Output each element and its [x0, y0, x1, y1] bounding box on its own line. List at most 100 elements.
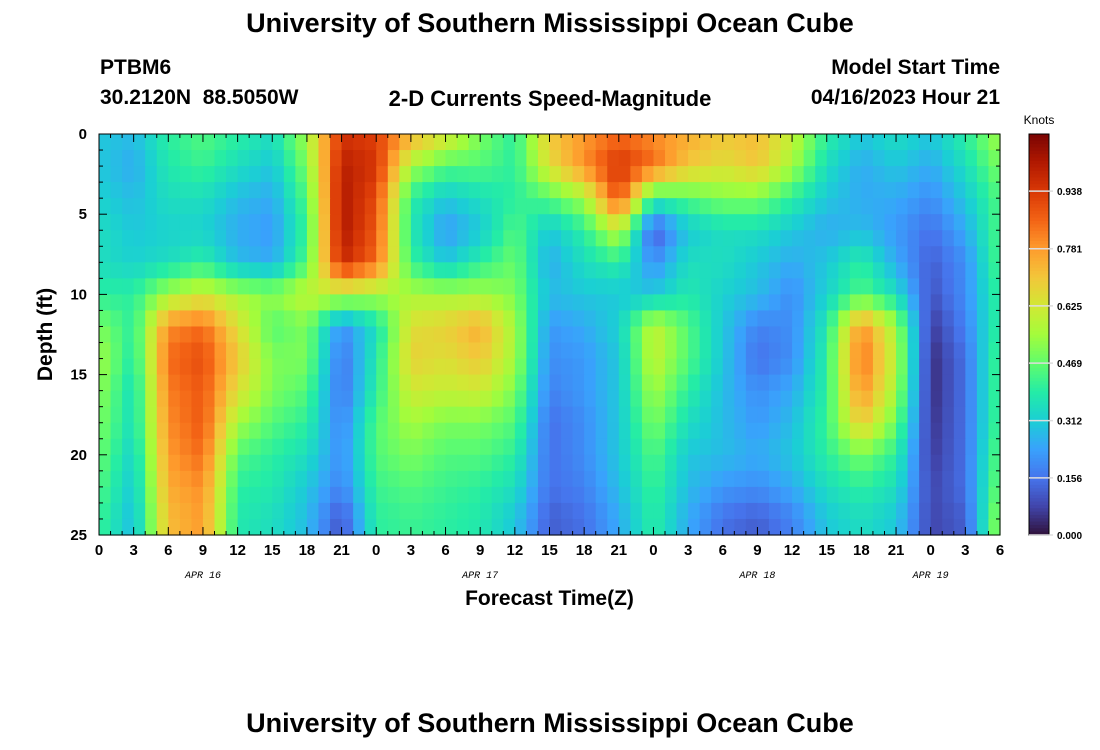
heatmap-cell [503, 486, 516, 504]
heatmap-cell [919, 438, 932, 456]
heatmap-cell [272, 486, 285, 504]
heatmap-cell [214, 342, 227, 360]
heatmap-cell [607, 518, 620, 536]
heatmap-cell [676, 518, 689, 536]
heatmap-cell [457, 166, 470, 183]
heatmap-cell [641, 294, 655, 312]
heatmap-cell [942, 134, 955, 151]
heatmap-cell [722, 166, 735, 183]
colorbar-segment [1029, 184, 1049, 189]
heatmap-cell [722, 150, 735, 167]
heatmap-cell [618, 486, 631, 504]
heatmap-cell [156, 518, 169, 536]
heatmap-cell [272, 406, 285, 424]
heatmap-cell [826, 182, 839, 199]
heatmap-cell [965, 134, 978, 151]
heatmap-cell [179, 486, 193, 504]
heatmap-cell [815, 438, 828, 456]
heatmap-cell [410, 326, 424, 344]
heatmap-cell [457, 230, 470, 247]
heatmap-cell [410, 182, 424, 199]
heatmap-cell [514, 262, 527, 279]
heatmap-cell [641, 470, 655, 488]
heatmap-cell [618, 182, 631, 199]
heatmap-cell [122, 182, 135, 199]
heatmap-cell [792, 374, 805, 392]
heatmap-cell [907, 390, 920, 408]
heatmap-cell [965, 198, 978, 215]
heatmap-cell [306, 294, 320, 312]
heatmap-cell [953, 390, 966, 408]
heatmap-cell [330, 518, 343, 536]
heatmap-cell [491, 230, 504, 247]
heatmap-cell [896, 166, 909, 183]
heatmap-cell [665, 326, 678, 344]
heatmap-cell [202, 358, 216, 376]
heatmap-cell [410, 518, 424, 536]
heatmap-cell [630, 326, 643, 344]
heatmap-cell [953, 326, 966, 344]
heatmap-cell [549, 262, 562, 279]
heatmap-cell [722, 358, 735, 376]
heatmap-cell [387, 470, 400, 488]
colorbar-segment [1029, 177, 1049, 182]
x-tick-label: 6 [441, 542, 449, 559]
heatmap-cell [838, 422, 851, 440]
heatmap-cell [122, 342, 135, 360]
heatmap-cell [468, 166, 481, 183]
heatmap-cell [376, 390, 389, 408]
heatmap-cell [803, 374, 816, 392]
heatmap-cell [942, 310, 955, 328]
heatmap-cell [191, 278, 204, 295]
heatmap-cell [422, 262, 435, 279]
heatmap-cell [341, 326, 354, 344]
heatmap-cell [237, 390, 250, 408]
heatmap-cell [688, 134, 701, 151]
heatmap-cell [803, 326, 816, 344]
heatmap-cell [815, 262, 828, 279]
heatmap-cell [641, 230, 655, 247]
heatmap-cell [202, 310, 216, 328]
heatmap-cell [272, 198, 285, 215]
heatmap-cell [168, 326, 181, 344]
heatmap-cell [156, 486, 169, 504]
heatmap-cell [202, 518, 216, 536]
heatmap-cell [572, 182, 585, 199]
x-tick-label: 12 [229, 542, 246, 559]
heatmap-cell [665, 246, 678, 263]
heatmap-cell [387, 518, 400, 536]
colorbar-segment [1029, 471, 1049, 476]
heatmap-cell [953, 198, 966, 215]
heatmap-cell [191, 134, 204, 151]
date-label: APR 18 [738, 571, 775, 582]
heatmap-cell [630, 294, 643, 312]
colorbar-segment [1029, 240, 1049, 245]
colorbar-segment [1029, 488, 1049, 493]
heatmap-cell [433, 374, 447, 392]
heatmap-cell [988, 294, 1001, 312]
heatmap-cell [445, 422, 458, 440]
heatmap-cell [399, 230, 412, 247]
colorbar-segment [1029, 438, 1049, 443]
heatmap-cell [168, 470, 181, 488]
heatmap-cell [676, 166, 689, 183]
heatmap-cell [99, 230, 112, 247]
heatmap-cell [988, 518, 1001, 536]
heatmap-cell [272, 166, 285, 183]
heatmap-cell [226, 502, 239, 520]
heatmap-cell [122, 502, 135, 520]
colorbar-segment [1029, 274, 1049, 279]
heatmap-cell [861, 470, 874, 488]
heatmap-cell [306, 390, 320, 408]
colorbar-tick-label: 0.781 [1057, 245, 1082, 256]
heatmap-cell [711, 390, 724, 408]
heatmap-cell [202, 150, 216, 167]
heatmap-cell [872, 278, 886, 295]
heatmap-cell [330, 134, 343, 151]
heatmap-cell [734, 262, 747, 279]
heatmap-cell [549, 470, 562, 488]
heatmap-cell [537, 182, 551, 199]
heatmap-cell [896, 246, 909, 263]
heatmap-cell [722, 262, 735, 279]
heatmap-cell [330, 294, 343, 312]
